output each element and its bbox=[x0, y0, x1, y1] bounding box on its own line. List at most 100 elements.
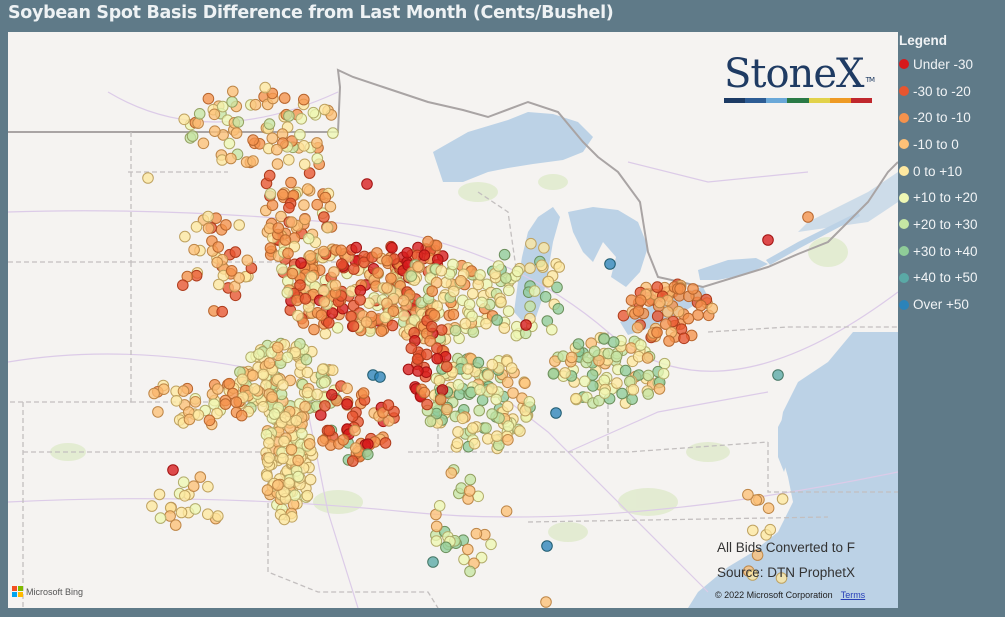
basis-point[interactable] bbox=[193, 108, 206, 120]
basis-point[interactable] bbox=[458, 553, 470, 566]
basis-point[interactable] bbox=[323, 317, 335, 329]
basis-point[interactable] bbox=[292, 309, 304, 322]
basis-point[interactable] bbox=[418, 386, 431, 399]
basis-point[interactable] bbox=[189, 396, 202, 408]
basis-point[interactable] bbox=[387, 305, 400, 318]
basis-point[interactable] bbox=[202, 210, 214, 223]
legend-item[interactable]: Over +50 bbox=[899, 291, 1005, 318]
basis-point[interactable] bbox=[626, 393, 638, 406]
basis-point[interactable] bbox=[742, 488, 754, 501]
legend-item[interactable]: Under -30 bbox=[899, 51, 1005, 78]
basis-point[interactable] bbox=[186, 130, 199, 142]
basis-point[interactable] bbox=[385, 272, 397, 285]
basis-point[interactable] bbox=[528, 285, 541, 297]
basis-point[interactable] bbox=[672, 305, 685, 318]
basis-point[interactable] bbox=[319, 327, 332, 340]
basis-point[interactable] bbox=[285, 443, 298, 456]
basis-point[interactable] bbox=[379, 437, 392, 449]
basis-point[interactable] bbox=[350, 442, 362, 454]
basis-point[interactable] bbox=[259, 81, 272, 94]
legend-item[interactable]: +20 to +30 bbox=[899, 211, 1005, 238]
basis-point[interactable] bbox=[264, 242, 277, 254]
basis-point[interactable] bbox=[279, 234, 292, 246]
basis-point[interactable] bbox=[632, 305, 645, 317]
basis-point[interactable] bbox=[502, 420, 515, 432]
basis-point[interactable] bbox=[802, 211, 814, 223]
legend-item[interactable]: +30 to +40 bbox=[899, 238, 1005, 265]
basis-point[interactable] bbox=[315, 309, 328, 322]
basis-point[interactable] bbox=[604, 258, 616, 270]
basis-point[interactable] bbox=[362, 448, 374, 461]
basis-point[interactable] bbox=[486, 358, 499, 371]
basis-point[interactable] bbox=[304, 250, 316, 262]
basis-point[interactable] bbox=[331, 322, 344, 334]
basis-point[interactable] bbox=[397, 294, 410, 307]
basis-point[interactable] bbox=[283, 154, 295, 166]
basis-point[interactable] bbox=[223, 377, 235, 390]
basis-point[interactable] bbox=[453, 388, 466, 401]
basis-point[interactable] bbox=[466, 422, 479, 434]
basis-point[interactable] bbox=[550, 407, 562, 419]
basis-point[interactable] bbox=[272, 341, 284, 354]
basis-point[interactable] bbox=[520, 319, 532, 331]
basis-point[interactable] bbox=[653, 383, 666, 395]
basis-point[interactable] bbox=[501, 376, 514, 389]
basis-point[interactable] bbox=[447, 258, 459, 271]
basis-point[interactable] bbox=[349, 424, 361, 437]
basis-point[interactable] bbox=[541, 540, 553, 552]
basis-point[interactable] bbox=[764, 523, 777, 536]
basis-point[interactable] bbox=[379, 311, 392, 324]
basis-point[interactable] bbox=[341, 382, 353, 395]
basis-point[interactable] bbox=[539, 291, 552, 303]
basis-point[interactable] bbox=[551, 281, 563, 294]
basis-point[interactable] bbox=[295, 257, 307, 269]
basis-point[interactable] bbox=[278, 435, 290, 448]
basis-point[interactable] bbox=[272, 222, 285, 234]
basis-point[interactable] bbox=[523, 396, 536, 408]
basis-point[interactable] bbox=[317, 363, 329, 376]
basis-point[interactable] bbox=[275, 388, 288, 401]
basis-point[interactable] bbox=[374, 371, 386, 383]
basis-point[interactable] bbox=[498, 248, 511, 261]
basis-point[interactable] bbox=[386, 319, 399, 332]
map-canvas[interactable]: StoneX TM All Bids Converted to F Source:… bbox=[8, 32, 898, 608]
basis-point[interactable] bbox=[486, 408, 498, 420]
basis-point[interactable] bbox=[276, 263, 288, 275]
basis-point[interactable] bbox=[298, 140, 310, 152]
basis-point[interactable] bbox=[588, 345, 601, 358]
basis-point[interactable] bbox=[464, 565, 476, 578]
basis-point[interactable] bbox=[386, 242, 398, 254]
basis-point[interactable] bbox=[230, 396, 243, 409]
basis-point[interactable] bbox=[495, 296, 507, 308]
basis-point[interactable] bbox=[345, 310, 357, 323]
basis-point[interactable] bbox=[525, 237, 537, 250]
basis-point[interactable] bbox=[230, 127, 243, 139]
basis-point[interactable] bbox=[362, 438, 374, 451]
basis-point[interactable] bbox=[634, 294, 647, 307]
basis-point[interactable] bbox=[398, 310, 410, 322]
basis-point[interactable] bbox=[424, 415, 437, 428]
basis-point[interactable] bbox=[247, 155, 259, 167]
basis-point[interactable] bbox=[225, 152, 237, 165]
basis-point[interactable] bbox=[202, 222, 215, 235]
basis-point[interactable] bbox=[524, 300, 536, 313]
basis-point[interactable] bbox=[654, 296, 666, 309]
basis-point[interactable] bbox=[197, 137, 210, 150]
basis-point[interactable] bbox=[350, 241, 363, 254]
basis-point[interactable] bbox=[486, 383, 498, 395]
basis-point[interactable] bbox=[329, 279, 342, 291]
basis-point[interactable] bbox=[361, 178, 373, 190]
legend-item[interactable]: -30 to -20 bbox=[899, 78, 1005, 105]
basis-point[interactable] bbox=[651, 310, 664, 323]
basis-point[interactable] bbox=[682, 312, 695, 325]
basis-point[interactable] bbox=[283, 110, 295, 122]
basis-point[interactable] bbox=[203, 414, 216, 427]
basis-point[interactable] bbox=[319, 400, 331, 412]
legend-item[interactable]: 0 to +10 bbox=[899, 158, 1005, 185]
legend-item[interactable]: -10 to 0 bbox=[899, 131, 1005, 158]
terms-link[interactable]: Terms bbox=[840, 590, 866, 600]
basis-point[interactable] bbox=[431, 352, 444, 365]
basis-point[interactable] bbox=[302, 232, 315, 245]
basis-point[interactable] bbox=[466, 310, 478, 323]
basis-point[interactable] bbox=[552, 303, 565, 315]
